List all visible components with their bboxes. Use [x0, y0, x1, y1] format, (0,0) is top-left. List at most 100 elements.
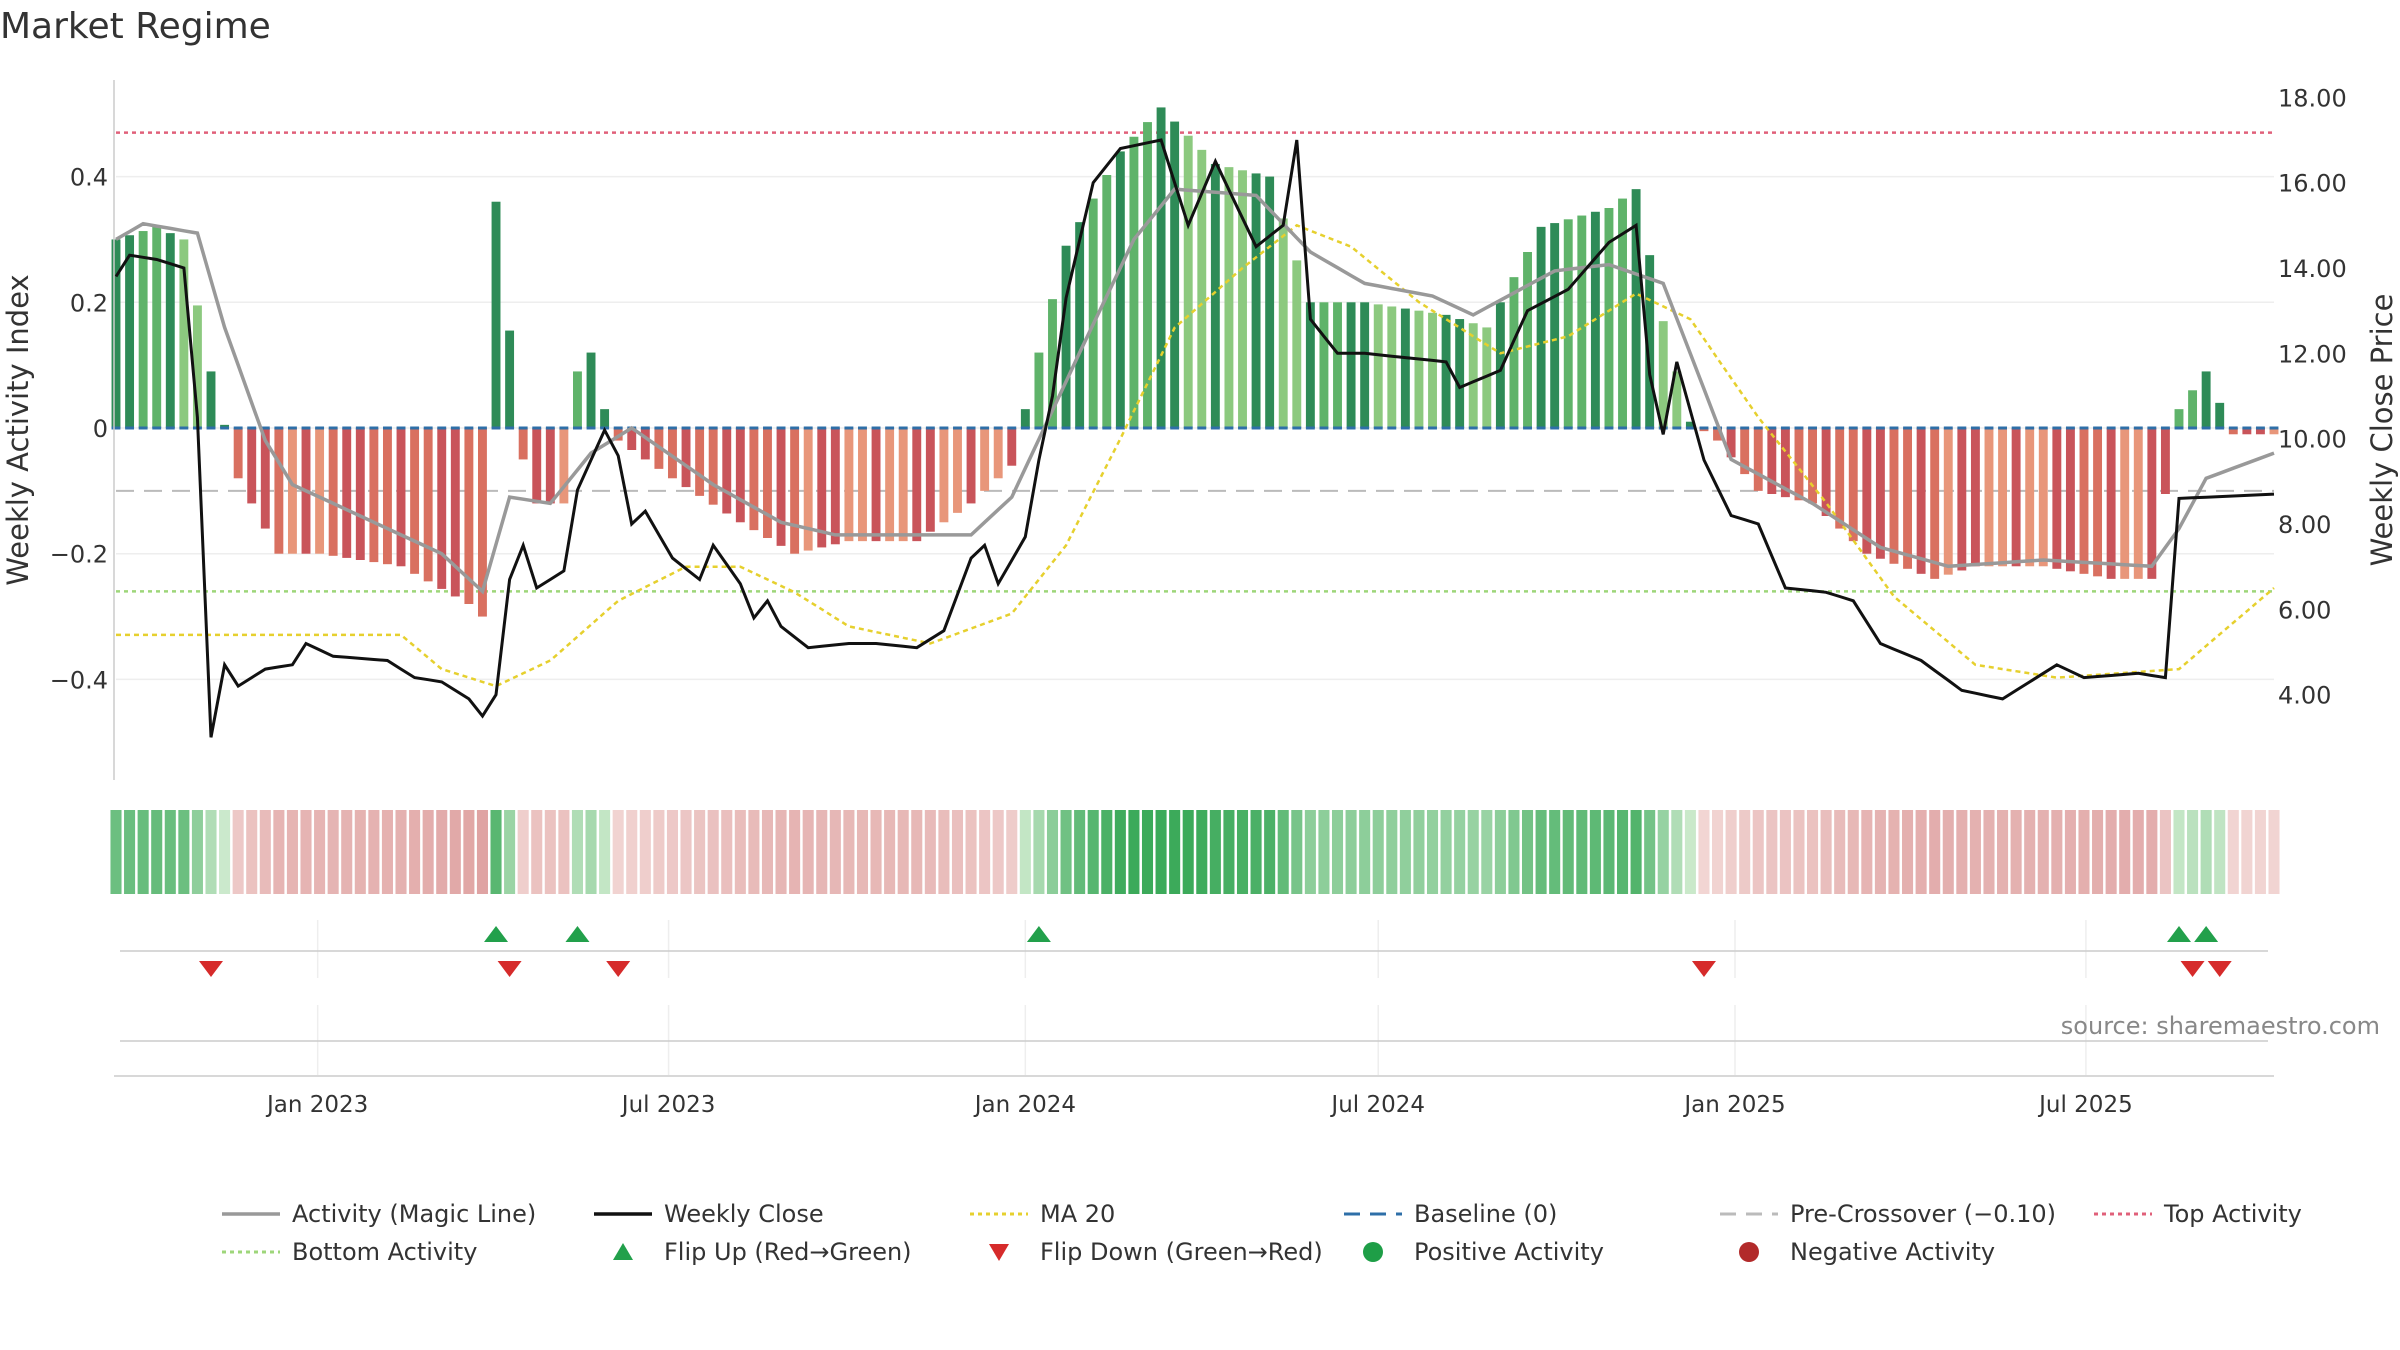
- dotted-red-line-icon: [2094, 1212, 2152, 1216]
- regime-strip-cell: [856, 810, 869, 894]
- legend-item-ma20: MA 20: [968, 1196, 1115, 1232]
- regime-strip-cell: [449, 810, 461, 894]
- regime-strip-cell: [1399, 810, 1411, 894]
- weekly-close-line: [114, 138, 2275, 738]
- activity-bar: [1550, 223, 1560, 428]
- regime-strip-cell: [327, 810, 339, 894]
- regime-strip-cell: [1291, 810, 1303, 894]
- flip-up-marker: [484, 926, 509, 942]
- regime-strip-cell: [2200, 810, 2212, 894]
- activity-bar: [613, 428, 623, 441]
- activity-bar: [1672, 371, 1682, 428]
- regime-strip-cell: [1671, 810, 1683, 894]
- activity-bar: [640, 428, 650, 460]
- regime-strip-cell: [2037, 810, 2049, 894]
- activity-bar: [328, 428, 338, 556]
- activity-bar: [220, 424, 230, 428]
- activity-bar: [912, 428, 922, 542]
- regime-strip-cell: [232, 810, 244, 894]
- regime-strip-cell: [2173, 810, 2185, 894]
- activity-bar: [233, 428, 243, 479]
- regime-strip-cell: [2227, 810, 2239, 894]
- y-tick-label-right: 16.00: [2278, 170, 2347, 198]
- activity-bar: [1740, 428, 1750, 475]
- activity-bar: [192, 305, 202, 428]
- activity-bar: [1523, 252, 1532, 428]
- activity-bar: [1455, 319, 1465, 428]
- regime-strip-cell: [1128, 810, 1140, 894]
- reference-lines: [116, 131, 2274, 593]
- regime-strip-cell: [409, 810, 421, 894]
- regime-strip-cell: [1847, 810, 1859, 894]
- activity-bar: [993, 428, 1003, 479]
- activity-bar: [722, 428, 732, 514]
- activity-bar: [2025, 428, 2035, 567]
- activity-bar: [1726, 428, 1736, 458]
- regime-strip-cell: [1549, 810, 1561, 894]
- activity-bar: [396, 428, 406, 567]
- activity-bar: [1333, 302, 1342, 428]
- activity-bar: [1808, 428, 1817, 504]
- activity-bar: [315, 428, 325, 554]
- regime-strip-cell: [1929, 810, 1941, 894]
- flip-up-marker: [2166, 926, 2191, 942]
- activity-bar: [545, 428, 555, 504]
- regime-strip-cell: [246, 810, 258, 894]
- regime-strip-cell: [137, 810, 149, 894]
- activity-bar: [1061, 245, 1071, 428]
- activity-bar: [1821, 428, 1831, 516]
- activity-bar: [830, 428, 840, 545]
- flip-down-marker: [497, 961, 522, 977]
- regime-strip-cell: [626, 810, 638, 894]
- activity-magic-line: [115, 187, 2275, 595]
- activity-bar: [1875, 428, 1885, 559]
- regime-strip-cell: [2064, 810, 2076, 894]
- flip-markers: [199, 926, 2232, 977]
- market-regime-chart: 0.4 0.2 0 −0.2 −0.4 18.00 16.00 14.00 12.00 10.00…: [1, 80, 2399, 1118]
- y-tick-label-right: 6.00: [2278, 596, 2331, 624]
- activity-bar: [1400, 308, 1410, 428]
- regime-strip-cell: [992, 810, 1004, 894]
- regime-strip-cell: [1725, 810, 1737, 894]
- activity-bar: [817, 428, 827, 548]
- regime-strip-cell: [911, 810, 923, 894]
- regime-strip-cell: [1182, 810, 1194, 894]
- x-tick-label: Jul 2024: [1329, 1092, 1425, 1118]
- legend-item-bottom-activity: Bottom Activity: [220, 1234, 477, 1270]
- activity-bar: [1075, 222, 1085, 428]
- activity-bar: [1930, 428, 1940, 579]
- activity-bar: [925, 428, 935, 532]
- activity-bar: [2106, 428, 2116, 579]
- activity-bar: [1916, 428, 1926, 574]
- regime-strip-cell: [2078, 810, 2090, 894]
- regime-strip-cell: [1250, 810, 1262, 894]
- gridlines: [116, 175, 2274, 1075]
- y-tick-label-right: 14.00: [2278, 255, 2347, 283]
- regime-strip-cell: [1223, 810, 1235, 894]
- regime-strip-cell: [1074, 810, 1086, 894]
- activity-bar: [1305, 302, 1315, 428]
- regime-strip-cell: [1209, 810, 1221, 894]
- regime-strip-cell: [2241, 810, 2253, 894]
- regime-strip-cell: [829, 810, 841, 894]
- regime-strip-cell: [1467, 810, 1479, 894]
- regime-strip-cell: [422, 810, 434, 894]
- activity-bar: [844, 428, 854, 542]
- activity-bar: [1699, 428, 1709, 432]
- regime-strip-cell: [205, 810, 217, 894]
- legend-label: Top Activity: [2164, 1200, 2302, 1228]
- regime-strip-cell: [612, 810, 624, 894]
- activity-bar: [2038, 428, 2048, 567]
- regime-strip-cell: [1386, 810, 1398, 894]
- regime-strip-cell: [1440, 810, 1452, 894]
- legend-label: Activity (Magic Line): [292, 1200, 537, 1228]
- activity-bar: [2269, 428, 2279, 435]
- activity-bar: [1156, 107, 1166, 428]
- regime-strip-cell: [124, 810, 136, 894]
- regime-strip-cell: [1739, 810, 1751, 894]
- regime-strip-cell: [341, 810, 353, 894]
- regime-strip-cell: [2105, 810, 2117, 894]
- activity-bar: [586, 352, 596, 428]
- regime-strip-cell: [151, 810, 163, 894]
- regime-strip-cell: [775, 810, 787, 894]
